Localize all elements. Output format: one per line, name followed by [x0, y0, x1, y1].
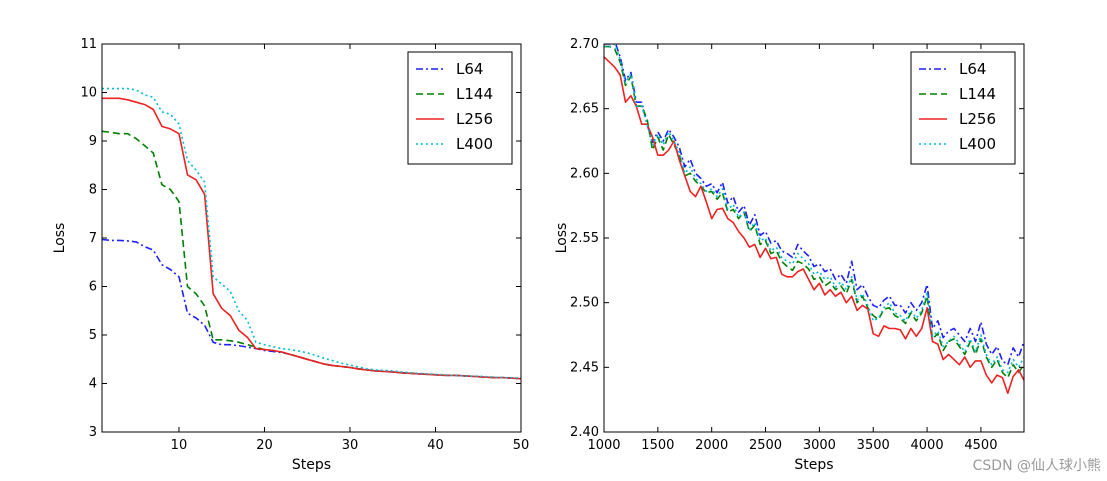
y-tick-label: 2.55 [570, 231, 599, 246]
chart-right: 1000 1500 2000 2500 3000 3500 4000 4500 2.40 2.45… [554, 37, 1025, 473]
y-axis-label: Loss [52, 223, 68, 254]
x-tick-label: 2000 [695, 438, 728, 453]
series-line-L400 [604, 44, 1024, 374]
legend-label-L256: L256 [456, 110, 493, 128]
legend-label-L64: L64 [456, 60, 483, 78]
y-axis-label: Loss [554, 223, 570, 254]
watermark: CSDN @仙人球小熊 [972, 458, 1101, 474]
y-tick-label: 5 [89, 328, 97, 343]
y-tick-label: 2.70 [570, 37, 599, 52]
y-tick-label: 7 [89, 231, 97, 246]
y-tick-label: 3 [89, 425, 97, 440]
y-tick-label: 2.60 [570, 166, 599, 181]
legend: L64 L144 L256 L400 [407, 51, 513, 165]
chart-left: 10 20 30 40 50 3 4 5 6 7 8 9 10 11 Steps Loss L64 L144 L25… [52, 37, 529, 473]
legend: L64 L144 L256 L400 [910, 51, 1016, 165]
y-tick-label: 4 [89, 377, 97, 392]
legend-box [407, 51, 513, 165]
series-line-L144 [604, 45, 1024, 379]
x-axis-label: Steps [292, 457, 331, 473]
x-tick-label: 4500 [964, 438, 997, 453]
x-tick-label: 40 [427, 438, 444, 453]
y-tick-label: 6 [89, 280, 97, 295]
legend-label-L64: L64 [959, 60, 986, 78]
series-line-L144 [102, 130, 521, 380]
x-tick-label: 4000 [911, 438, 944, 453]
y-tick-label: 9 [89, 134, 97, 149]
y-tick-label: 11 [80, 37, 97, 52]
series-line-L256 [604, 56, 1024, 395]
x-tick-label: 3500 [857, 438, 890, 453]
x-tick-label: 1000 [587, 438, 620, 453]
x-tick-label: 2500 [749, 438, 782, 453]
y-tick-label: 2.45 [570, 360, 599, 375]
legend-label-L400: L400 [959, 135, 996, 153]
x-tick-label: 10 [171, 438, 188, 453]
legend-label-L144: L144 [959, 85, 996, 103]
series-line-L400 [102, 87, 521, 379]
y-tick-label: 2.65 [570, 102, 599, 117]
series-line-L64 [102, 238, 521, 380]
legend-label-L400: L400 [456, 135, 493, 153]
y-tick-label: 2.50 [570, 296, 599, 311]
x-tick-label: 3000 [803, 438, 836, 453]
legend-box [910, 51, 1016, 165]
x-tick-label: 50 [513, 438, 530, 453]
legend-label-L144: L144 [456, 85, 493, 103]
x-tick-label: 30 [342, 438, 359, 453]
series-line-L64 [604, 44, 1024, 366]
y-tick-label: 8 [89, 183, 97, 198]
y-tick-label: 10 [80, 86, 97, 101]
x-axis-label: Steps [794, 457, 833, 473]
x-tick-label: 20 [256, 438, 273, 453]
y-tick-label: 2.40 [570, 425, 599, 440]
legend-label-L256: L256 [959, 110, 996, 128]
x-tick-label: 1500 [641, 438, 674, 453]
